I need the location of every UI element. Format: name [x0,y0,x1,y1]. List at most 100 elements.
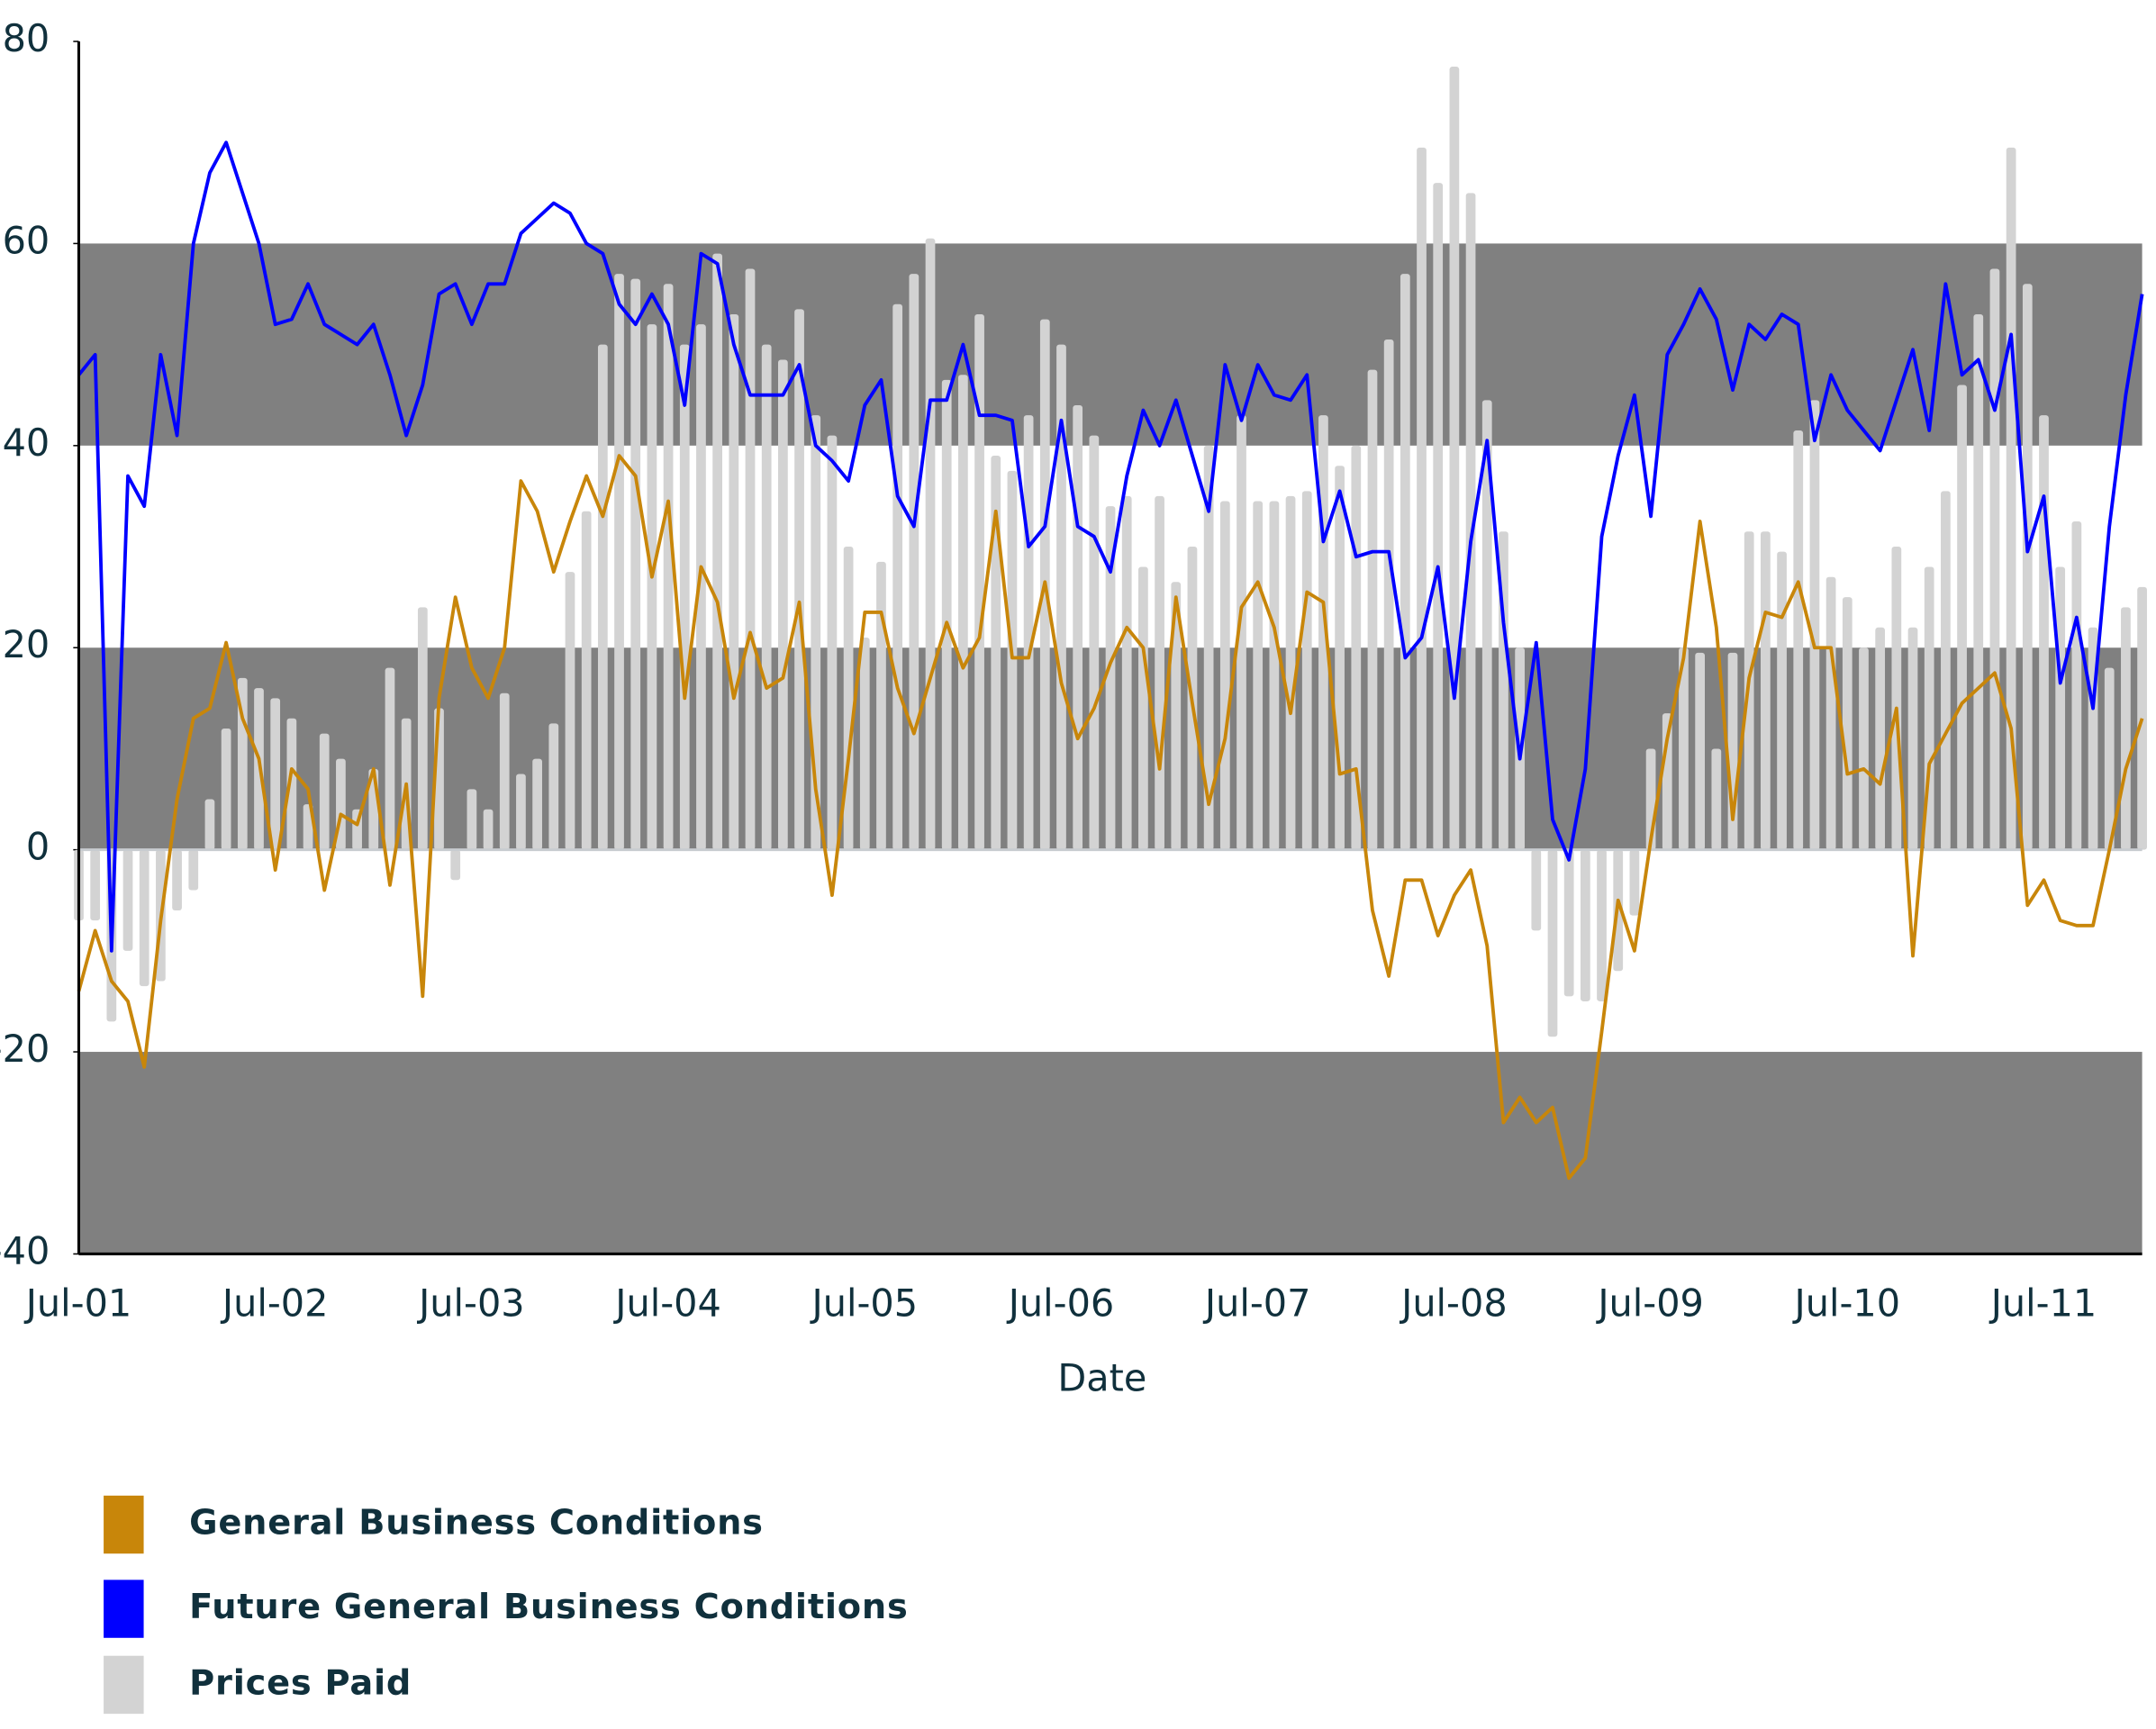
bar [843,547,854,850]
grid-band [78,243,2142,446]
y-tick-label: -20 [0,1027,50,1071]
bar [1121,495,1132,850]
bar [1073,404,1083,850]
bar [663,284,674,850]
bar [2137,586,2147,850]
bar [2006,147,2016,850]
bar [1547,849,1558,1037]
bar [696,324,706,850]
bar [1105,506,1116,850]
bar [1433,183,1444,850]
bar [1335,466,1345,850]
x-tick-label: Jul-05 [810,1282,919,1326]
bar [385,667,395,850]
bar [483,809,494,850]
bar [548,723,559,850]
bar [761,344,772,850]
bar [729,313,739,850]
bar [1907,627,1918,850]
bar [1825,576,1836,850]
line [77,454,2144,1181]
line [77,140,2144,953]
bar [1629,849,1640,916]
bar [614,274,624,850]
bar [581,511,592,850]
bar [1809,400,1820,850]
x-tick-label: Jul-02 [220,1282,329,1326]
bar [1237,415,1246,850]
bar [172,849,182,910]
bar [1089,435,1100,850]
bar [1383,339,1394,850]
bar [516,774,526,850]
bar [1711,748,1722,850]
bar [1891,547,1902,850]
bar [499,693,510,850]
bar [925,238,936,850]
legend-label: General Business Conditions [189,1503,764,1543]
bar [1679,647,1689,850]
bar [122,849,133,951]
bar [319,733,330,850]
bar [974,313,984,850]
bar [1367,369,1378,850]
bar [597,344,608,850]
bar [1301,491,1312,850]
bar [1417,147,1427,850]
y-tick-label: -40 [0,1229,50,1272]
bar [1580,849,1590,1001]
y-tick-label: 0 [26,826,50,869]
bar [811,415,821,850]
bar [1023,415,1034,850]
bar [1777,551,1787,850]
bar [565,572,575,850]
bar [1465,193,1476,850]
bar [1875,627,1886,850]
y-tick-label: 60 [3,219,50,262]
bar [827,435,838,850]
x-tick-label: Jul-11 [1988,1282,2097,1326]
bar [630,278,641,850]
bar [1449,67,1460,850]
bar [1597,849,1607,1001]
legend-label: Prices Paid [189,1662,412,1703]
bar [1695,652,1706,850]
legend-label: Future General Business Conditions [189,1587,908,1627]
bar [892,303,903,850]
bar [2039,415,2049,850]
y-tick-label: 40 [3,421,50,465]
x-tick-label: Jul-01 [23,1282,132,1326]
bar [1171,582,1182,850]
x-axis-label: Date [1057,1357,1146,1400]
bar [1269,501,1280,850]
bar [1253,501,1264,850]
y-tick-label: 20 [3,623,50,666]
bar [1793,430,1804,850]
x-tick-label: Jul-03 [416,1282,525,1326]
bar [1007,470,1018,850]
bar [1957,385,1967,850]
bar [204,799,215,850]
bar [2104,667,2115,850]
bar [303,804,313,850]
bar [2022,284,2033,850]
bar [1563,849,1574,997]
legend-swatch [104,1580,144,1638]
bar [2121,607,2131,850]
legend-swatch [104,1495,144,1554]
bar [1285,495,1296,850]
x-tick-label: Jul-04 [612,1282,721,1326]
bar [1842,597,1853,850]
bar [958,375,968,850]
bar [1138,566,1148,850]
bar [532,758,542,850]
grid-band [78,1052,2142,1254]
bar [1989,268,2000,850]
bar [286,718,297,850]
bar [467,789,477,850]
bar [1155,495,1164,850]
bar [1941,491,1951,850]
bar [859,638,870,850]
